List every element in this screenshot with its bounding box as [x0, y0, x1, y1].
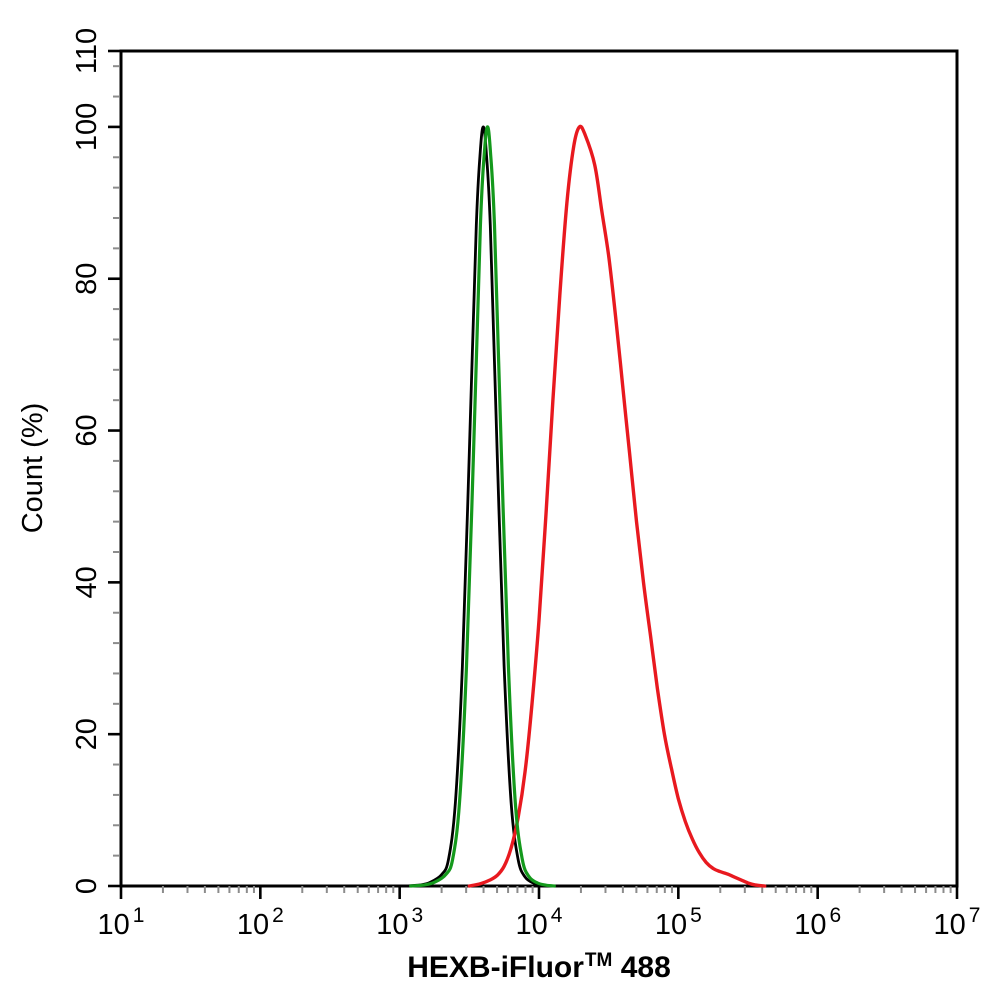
- green-curve: [409, 125, 556, 888]
- y-axis-tick-labels: 0 20 40 60 80 100 110: [71, 28, 103, 894]
- y-axis-title: Count (%): [17, 403, 49, 534]
- y-tick-label: 100: [71, 103, 103, 151]
- black-curve: [405, 125, 552, 888]
- x-axis-tick-labels: 10 1 10 2 10 3 10 4 10 5 10 6 10 7: [98, 904, 981, 941]
- y-tick-label: 80: [71, 263, 103, 295]
- x-tick-label: 10 1: [98, 904, 145, 941]
- y-tick-label: 20: [71, 718, 103, 750]
- x-tick-label: 10 3: [376, 904, 423, 941]
- y-tick-label: 0: [71, 878, 103, 894]
- x-tick-label: 10 4: [516, 904, 563, 941]
- x-tick-label: 10 7: [934, 904, 981, 941]
- y-axis-major-ticks: [108, 49, 121, 888]
- x-tick-label: 10 5: [655, 904, 702, 941]
- y-tick-label: 60: [71, 414, 103, 446]
- y-axis-minor-ticks: [113, 65, 119, 857]
- plot-frame: [119, 49, 959, 888]
- x-axis-minor-ticks: [161, 886, 952, 893]
- y-tick-label: 110: [71, 28, 103, 74]
- x-tick-label: 10 2: [237, 904, 284, 941]
- x-axis-major-ticks: [119, 886, 959, 899]
- y-tick-label: 40: [71, 566, 103, 598]
- x-axis-title: HEXB-iFluorTM 488: [407, 950, 671, 984]
- histogram-curves: [405, 124, 767, 888]
- red-curve: [467, 124, 767, 888]
- x-tick-label: 10 6: [794, 904, 841, 941]
